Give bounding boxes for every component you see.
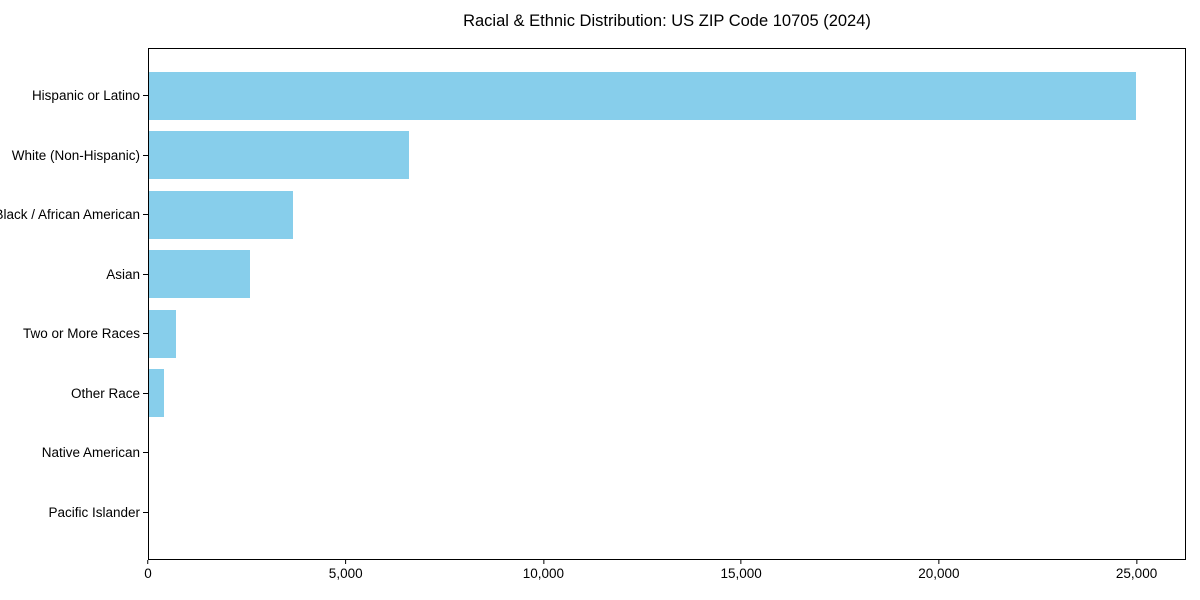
x-tick-label: 25,000: [1115, 566, 1158, 581]
x-axis-tick: 5,000: [329, 560, 363, 581]
bar-rows-container: Hispanic or Latino White (Non-Hispanic) Bl…: [0, 49, 1185, 559]
bar: [149, 71, 1136, 120]
x-axis-tick: 10,000: [523, 560, 564, 581]
x-tick-mark: [345, 560, 347, 564]
y-axis-label: Hispanic or Latino: [31, 88, 140, 103]
y-axis-label: Black / African American: [0, 207, 140, 222]
x-axis-tick: 25,000: [1116, 560, 1157, 581]
y-axis-label: Asian: [106, 266, 140, 282]
x-tick-mark: [147, 560, 149, 564]
y-axis-label: Native American: [41, 445, 140, 460]
x-tick-label: 0: [144, 566, 152, 581]
y-axis-tick: [143, 392, 148, 394]
y-axis-tick: [143, 333, 148, 335]
y-axis-tick: [143, 511, 148, 513]
y-axis-label: White (Non-Hispanic): [11, 147, 140, 163]
chart-title: Racial & Ethnic Distribution: US ZIP Cod…: [463, 12, 871, 30]
bar: [149, 250, 250, 299]
y-axis-tick: [143, 452, 148, 454]
y-axis-tick: [143, 154, 148, 156]
x-tick-label: 15,000: [720, 566, 762, 581]
x-tick-mark: [938, 560, 940, 564]
x-tick-label: 10,000: [522, 566, 565, 581]
y-axis-tick: [143, 214, 148, 216]
bar: [149, 131, 410, 180]
y-axis-label: Pacific Islander: [48, 504, 140, 520]
bar-row: Black / African American: [0, 185, 1185, 245]
x-axis: 0 5,000 10,000 15,000 20,000 25,000: [144, 560, 1186, 590]
x-tick-mark: [1136, 560, 1138, 564]
bar-row: Asian: [106, 245, 1185, 305]
bar: [149, 369, 164, 418]
x-axis-tick: 15,000: [720, 560, 762, 581]
y-axis-tick: [143, 273, 148, 275]
bar-row: Native American: [42, 423, 1185, 483]
x-tick-label: 5,000: [328, 566, 363, 581]
y-axis-tick: [143, 95, 148, 97]
x-tick-mark: [542, 560, 544, 564]
x-axis-tick: 20,000: [918, 560, 959, 581]
y-axis-label: Other Race: [70, 385, 140, 401]
bar-row: Pacific Islander: [48, 483, 1185, 543]
plot-area: Hispanic or Latino White (Non-Hispanic) Bl…: [0, 48, 1186, 560]
bar-row: White (Non-Hispanic): [12, 126, 1185, 186]
x-tick-mark: [740, 560, 742, 564]
bar: [149, 309, 176, 358]
bar-row: Other Race: [71, 364, 1185, 424]
bar-row: Two or More Races: [23, 304, 1185, 364]
x-axis-tick: 0: [144, 560, 152, 581]
x-tick-label: 20,000: [918, 566, 960, 581]
bar: [149, 190, 294, 239]
bar-row: Hispanic or Latino: [32, 66, 1185, 126]
y-axis-label: Two or More Races: [22, 326, 140, 341]
